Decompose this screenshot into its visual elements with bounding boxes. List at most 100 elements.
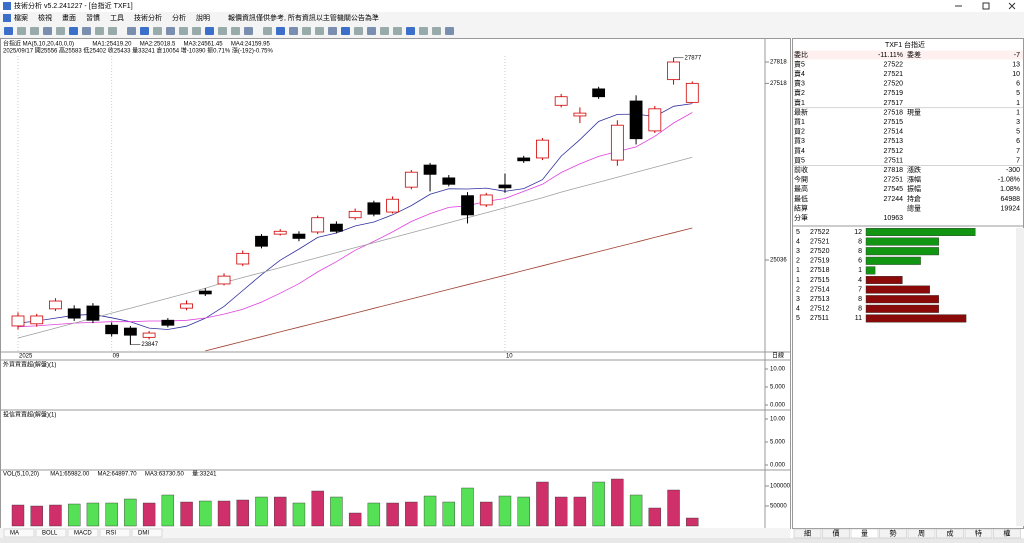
quote-highlight	[793, 50, 1023, 60]
volume-bar	[67, 503, 81, 527]
toolbar-icon[interactable]	[140, 27, 149, 35]
side-tab-label[interactable]: 勢	[890, 528, 897, 537]
scrollbar[interactable]	[1016, 228, 1024, 526]
toolbar-icon[interactable]	[127, 27, 136, 35]
toolbar-icon[interactable]	[432, 27, 441, 35]
quote-label: 最新	[794, 107, 808, 116]
menu-item[interactable]: 檔案	[14, 13, 28, 22]
toolbar-icon[interactable]	[244, 27, 253, 35]
toolbar-icon[interactable]	[4, 27, 13, 35]
toolbar-icon[interactable]	[179, 27, 188, 35]
toolbar-icon[interactable]	[328, 27, 337, 35]
toolbar-icon[interactable]	[95, 27, 104, 35]
maximize-button[interactable]	[982, 2, 990, 10]
indicator-tab[interactable]	[35, 528, 67, 538]
toolbar-icon[interactable]	[445, 27, 454, 35]
indicator-tab-label[interactable]: MA	[10, 531, 19, 537]
toolbar-icon[interactable]	[354, 27, 363, 35]
toolbar-icon[interactable]	[82, 27, 91, 35]
side-tab[interactable]	[793, 528, 822, 539]
side-tab-label[interactable]: 量	[861, 529, 868, 537]
candle-body	[105, 324, 119, 335]
candle-body	[217, 275, 231, 285]
candle-body	[592, 88, 606, 98]
depth-price: 27512	[810, 306, 830, 313]
panel-tick-label: 0.000	[770, 463, 786, 469]
menu-item[interactable]: 習慣	[86, 13, 100, 22]
depth-price: 27521	[810, 238, 830, 245]
toolbar-icon[interactable]	[302, 27, 311, 35]
toolbar-icon[interactable]	[69, 27, 78, 35]
date-label: 2025	[19, 354, 33, 360]
quote-label: 振幅	[907, 184, 921, 193]
toolbar-icon[interactable]	[263, 27, 272, 35]
side-tab[interactable]	[993, 528, 1021, 539]
side-tab[interactable]	[964, 528, 993, 539]
candle-body	[292, 233, 306, 239]
side-tab-label[interactable]: 價	[833, 528, 840, 537]
toolbar-icon[interactable]	[315, 27, 324, 35]
toolbar-icon[interactable]	[276, 27, 285, 35]
side-tab[interactable]	[907, 528, 936, 539]
low-label: 23847	[141, 342, 158, 348]
toolbar-icon[interactable]	[108, 27, 117, 35]
toolbar-icon[interactable]	[30, 27, 39, 35]
toolbar-icon[interactable]	[56, 27, 65, 35]
close-button[interactable]	[1008, 2, 1016, 10]
toolbar-icon[interactable]	[289, 27, 298, 35]
indicator-tab[interactable]	[99, 528, 131, 538]
depth-bar	[865, 285, 930, 294]
side-tab[interactable]	[822, 528, 850, 539]
candle-body	[330, 223, 343, 232]
indicator-tab-label[interactable]: MACD	[74, 531, 92, 537]
candle-body	[236, 252, 250, 265]
quote-label: 最高	[794, 184, 808, 193]
side-tab[interactable]	[936, 528, 964, 539]
toolbar-icon[interactable]	[406, 27, 415, 35]
toolbar-icon[interactable]	[218, 27, 227, 35]
side-tab-label[interactable]: 成	[947, 528, 954, 537]
y-tick-label: 25036	[770, 258, 787, 264]
indicator-tab[interactable]	[67, 528, 99, 538]
menu-item[interactable]: 畫面	[62, 13, 76, 22]
side-tab-label[interactable]: 周	[918, 529, 925, 537]
menu-item[interactable]: 分析	[172, 13, 186, 22]
toolbar-icon[interactable]	[153, 27, 162, 35]
indicator-tab[interactable]	[131, 528, 163, 538]
menu-item[interactable]: 說明	[196, 13, 210, 22]
toolbar-icon[interactable]	[393, 27, 402, 35]
depth-level: 5	[796, 229, 800, 236]
side-tab-label[interactable]: 權	[1004, 528, 1011, 537]
quote-value: 27517	[884, 100, 904, 107]
candle-body	[142, 332, 156, 338]
side-tab-label[interactable]: 細	[804, 528, 811, 537]
side-tab-label[interactable]: 特	[975, 528, 982, 537]
side-tab[interactable]	[879, 528, 907, 539]
indicator-tab-label[interactable]: DMI	[138, 531, 149, 537]
quote-volume: 6	[1016, 138, 1020, 145]
toolbar-icon[interactable]	[419, 27, 428, 35]
candle-body	[573, 112, 587, 117]
notice: 報價資訊僅供參考, 所有資訊以主管機關公告為準	[228, 13, 379, 22]
toolbar-icon[interactable]	[380, 27, 389, 35]
toolbar-icon[interactable]	[43, 27, 52, 35]
menu-item[interactable]: 工具	[110, 14, 124, 22]
side-tab[interactable]	[850, 528, 879, 539]
toolbar-icon[interactable]	[192, 27, 201, 35]
quote-volume: 7	[1016, 157, 1020, 164]
indicator-tab-label[interactable]: RSI	[106, 531, 116, 537]
indicator-tab-label[interactable]: BOLL	[42, 531, 58, 537]
toolbar-icon[interactable]	[367, 27, 376, 35]
toolbar-icon[interactable]	[341, 27, 350, 35]
quote-value: 27520	[884, 81, 904, 88]
menu-item[interactable]: 技術分析	[134, 13, 162, 22]
quote-label: 買4	[794, 147, 805, 155]
depth-bar	[865, 304, 940, 313]
toolbar-icon[interactable]	[17, 27, 26, 35]
toolbar-icon[interactable]	[205, 27, 214, 35]
toolbar-icon[interactable]	[231, 27, 240, 35]
quote-value: 1	[1016, 109, 1020, 116]
toolbar-icon[interactable]	[166, 27, 175, 35]
indicator-tab[interactable]	[3, 528, 35, 538]
menu-item[interactable]: 檢視	[38, 13, 52, 22]
